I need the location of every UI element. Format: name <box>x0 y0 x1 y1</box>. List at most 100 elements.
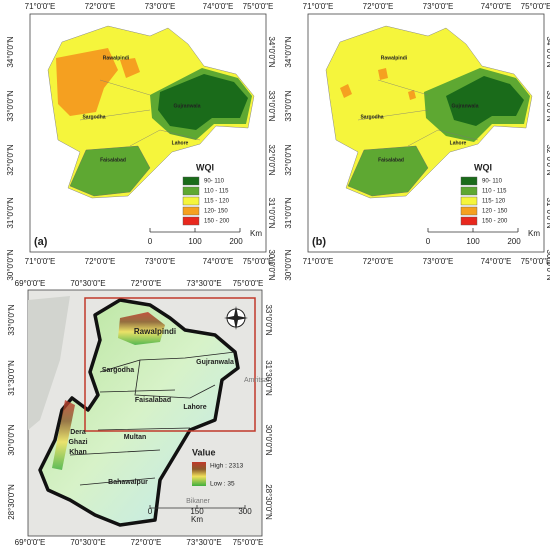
legend-swatch <box>182 196 200 206</box>
lat-label: 33°0'0"N <box>267 90 276 121</box>
lat-label: 30°0'0"N <box>284 249 293 280</box>
lon-label: 73°0'0"E <box>145 2 176 11</box>
legend-high: High : 2313 <box>210 463 244 470</box>
lon-label: 70°30'0"E <box>70 279 105 288</box>
rawalpindi-hotspot <box>118 312 165 345</box>
lon-label: 74°0'0"E <box>203 257 234 266</box>
dgk-hotspot <box>52 400 75 470</box>
lon-label: 74°0'0"E <box>481 2 512 11</box>
city-label: Sargodha <box>102 367 134 374</box>
wqi-zone-orange <box>56 48 118 116</box>
legend-label: 150 - 200 <box>204 219 230 225</box>
lat-label: 33°0'0"N <box>7 304 16 335</box>
lat-label: 32°0'0"N <box>284 144 293 175</box>
scale-bar <box>149 505 246 509</box>
legend-swatch <box>182 206 200 216</box>
lat-label: 31°30'0"N <box>7 360 16 396</box>
lon-label: 73°0'0"E <box>423 257 454 266</box>
lon-label: 75°0'0"E <box>243 2 274 11</box>
scale-label: 200 <box>229 237 243 246</box>
city-label: Rawalpindi <box>103 55 130 61</box>
legend-swatch <box>460 196 478 206</box>
city-label: Faisalabad <box>100 157 126 163</box>
legend-label: 120- 150 <box>204 209 228 215</box>
lon-label: 75°0'0"E <box>521 2 550 11</box>
district-lines <box>69 351 236 486</box>
legend-title: WQI <box>474 162 492 172</box>
legend-label: 110 - 115 <box>482 189 507 195</box>
lon-label: 75°0'0"E <box>243 257 274 266</box>
legend-label: 115 - 120 <box>204 199 230 205</box>
city-label: Lahore <box>172 140 189 146</box>
wqi-zone-orange <box>408 90 416 100</box>
lon-label: 69°0'0"E <box>15 538 46 547</box>
wqi-zone-orange <box>378 68 388 80</box>
city-label: Khan <box>69 449 87 456</box>
legend-label: 150 - 200 <box>482 219 508 225</box>
lat-label: 31°0'0"N <box>284 197 293 228</box>
lat-label: 30°0'0"N <box>267 249 276 280</box>
city-label: Faisalabad <box>135 397 171 404</box>
lon-label: 71°0'0"E <box>303 257 334 266</box>
scale-bar <box>149 228 241 233</box>
legend-title: WQI <box>196 162 214 172</box>
city-label: Faisalabad <box>378 157 404 163</box>
scale-bar <box>427 228 519 233</box>
lat-label: 34°0'0"N <box>6 36 15 67</box>
wqi-panel: 71°0'0"E 71°0'0"E 72°0'0"E 72°0'0"E 73°0'0"E… <box>284 2 550 281</box>
city-label: Gujranwala <box>452 103 479 109</box>
lat-label: 30°0'0"N <box>264 424 273 455</box>
lon-label: 72°0'0"E <box>363 2 394 11</box>
city-label: Gujranwala <box>196 359 234 366</box>
lon-label: 72°0'0"E <box>85 257 116 266</box>
scale-unit: Km <box>191 515 203 524</box>
lon-label: 74°0'0"E <box>481 257 512 266</box>
lat-label: 33°0'0"N <box>6 90 15 121</box>
legend-swatch <box>460 186 478 196</box>
faisalabad-zone <box>347 145 429 197</box>
lat-label: 32°0'0"N <box>267 144 276 175</box>
lat-label: 28°30'0"N <box>264 484 273 520</box>
city-label: Sargodha <box>82 114 105 120</box>
lat-label: 32°0'0"N <box>545 144 550 175</box>
wqi-panel: 71°0'0"E 71°0'0"E 72°0'0"E 72°0'0"E 73°0'0"E… <box>6 2 276 281</box>
scale-label: 0 <box>426 237 431 246</box>
city-label: Ghazi <box>68 439 87 446</box>
lon-label: 73°0'0"E <box>423 2 454 11</box>
wqi-zone-darkgreen <box>158 74 248 130</box>
panel-label: (a) <box>34 236 48 248</box>
panel-label: (b) <box>312 236 326 248</box>
city-label: Rawalpindi <box>134 327 176 336</box>
scale-label: 0 <box>148 507 153 516</box>
overview-panel: Rawalpindi Gujranwala Sargodha Faisalabad La… <box>7 279 273 547</box>
lon-label: 73°30'0"E <box>186 538 221 547</box>
legend-low: Low : 35 <box>210 481 235 488</box>
north-arrow-star <box>224 306 248 330</box>
lon-label: 72°0'0"E <box>363 257 394 266</box>
lon-label: 71°0'0"E <box>25 257 56 266</box>
lon-label: 75°0'0"E <box>233 538 264 547</box>
wqi-zone-orange <box>120 58 140 78</box>
lat-label: 31°0'0"N <box>267 197 276 228</box>
faisalabad-zone <box>69 145 151 197</box>
scale-label: 100 <box>188 237 202 246</box>
wqi-zone-orange <box>340 84 352 98</box>
lon-label: 72°0'0"E <box>85 2 116 11</box>
punjab <box>38 298 240 527</box>
lat-label: 28°30'0"N <box>7 484 16 520</box>
lat-label: 31°30'0"N <box>264 360 273 396</box>
lon-label: 73°0'0"E <box>145 257 176 266</box>
city-label: Dera <box>70 429 86 436</box>
legend-swatch <box>460 176 478 186</box>
study-area-frame <box>84 297 256 432</box>
lon-label: 71°0'0"E <box>303 2 334 11</box>
legend-label: 90- 110 <box>482 179 503 185</box>
lat-label: 33°0'0"N <box>545 90 550 121</box>
wqi-zone-darkgreen <box>446 76 524 126</box>
lon-label: 75°0'0"E <box>233 279 264 288</box>
scale-label: 300 <box>238 507 252 516</box>
legend-title: Value <box>192 447 216 457</box>
legend-swatch <box>460 216 478 226</box>
basemap-label: Bikaner <box>186 498 210 505</box>
